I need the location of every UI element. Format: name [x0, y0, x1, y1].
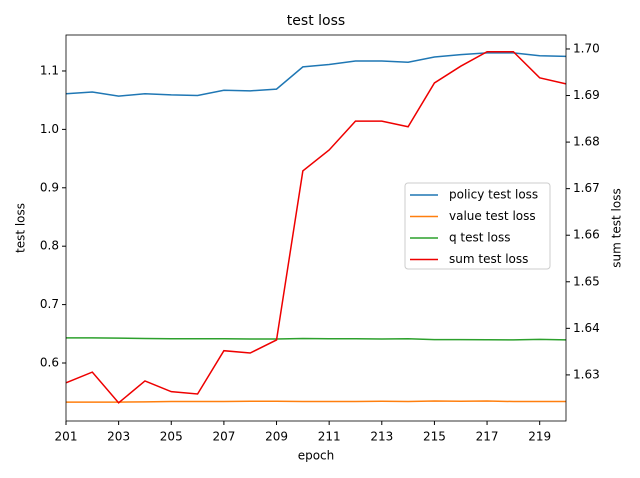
y2-tick-label: 1.67: [573, 181, 600, 195]
x-tick-label: 211: [318, 430, 341, 444]
y2-tick-label: 1.69: [573, 88, 600, 102]
y2-tick-label: 1.68: [573, 135, 600, 149]
legend-label: q test loss: [449, 231, 510, 245]
y-axis-label: test loss: [14, 203, 28, 253]
y2-tick-label: 1.64: [573, 321, 600, 335]
y-tick-label: 0.8: [40, 239, 59, 253]
x-tick-label: 209: [265, 430, 288, 444]
y2-tick-label: 1.63: [573, 367, 600, 381]
y-tick-label: 1.0: [40, 122, 59, 136]
y2-axis-label: sum test loss: [610, 188, 624, 267]
x-tick-label: 219: [528, 430, 551, 444]
legend-label: value test loss: [449, 209, 536, 223]
x-tick-label: 207: [212, 430, 235, 444]
y2-tick-label: 1.66: [573, 228, 600, 242]
y-tick-label: 0.6: [40, 356, 59, 370]
series-line: [66, 400, 566, 403]
x-tick-label: 217: [476, 430, 499, 444]
x-tick-label: 215: [423, 430, 446, 444]
y2-tick-label: 1.65: [573, 274, 600, 288]
x-tick-label: 203: [107, 430, 130, 444]
legend-box: [404, 182, 551, 270]
x-axis-label: epoch: [298, 449, 335, 463]
y-tick-label: 1.1: [40, 63, 59, 77]
legend-label: policy test loss: [449, 188, 538, 202]
plot-frame: [65, 34, 567, 422]
y2-tick-label: 1.70: [573, 41, 600, 55]
x-tick-label: 201: [55, 430, 78, 444]
x-tick-label: 205: [160, 430, 183, 444]
series-line: [66, 337, 567, 341]
series-line: [65, 52, 567, 97]
series-line: [65, 51, 567, 404]
x-tick-label: 213: [370, 430, 393, 444]
y-tick-label: 0.7: [40, 297, 59, 311]
legend-label: sum test loss: [449, 252, 528, 266]
y-tick-label: 0.9: [40, 180, 59, 194]
chart-title: test loss: [287, 13, 345, 29]
